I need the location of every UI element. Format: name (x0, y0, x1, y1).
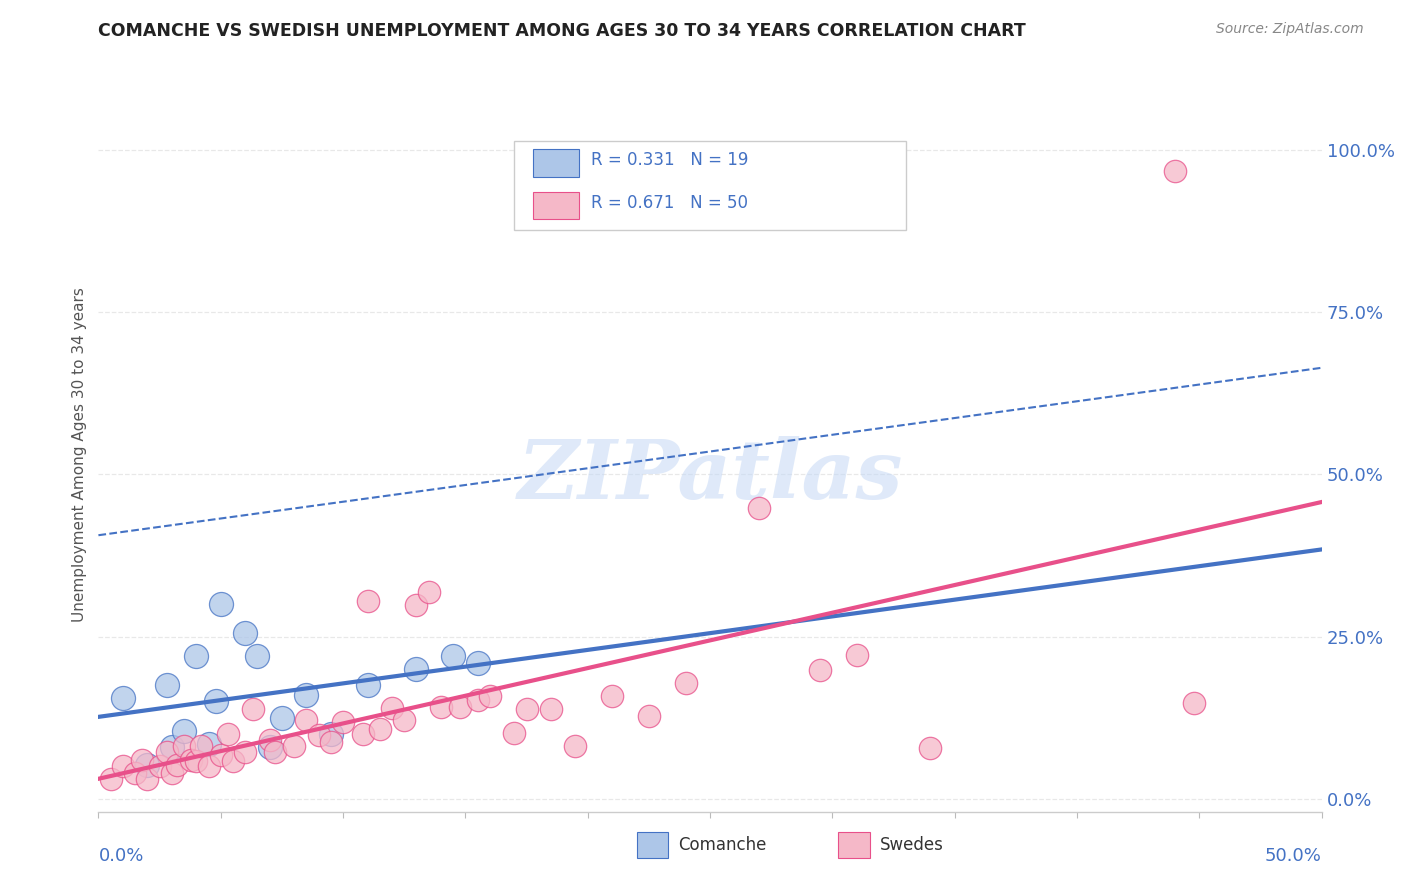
Point (197, 737, 219, 751)
Point (308, 728, 330, 742)
Point (100, 772, 122, 787)
Point (540, 702, 562, 716)
Point (405, 662, 427, 676)
Point (356, 594, 378, 608)
Point (111, 759, 134, 773)
Point (205, 694, 228, 708)
Text: 0.0%: 0.0% (98, 847, 143, 865)
Point (441, 648, 464, 663)
Point (111, 691, 134, 706)
Point (1184, 696, 1206, 710)
Point (149, 759, 172, 773)
Point (675, 676, 697, 690)
Point (600, 690, 623, 704)
Point (136, 758, 159, 772)
Text: 50.0%: 50.0% (1265, 847, 1322, 865)
Point (295, 688, 318, 702)
FancyBboxPatch shape (515, 141, 905, 230)
Point (381, 701, 404, 715)
Point (283, 739, 305, 753)
Point (156, 678, 179, 692)
Point (209, 747, 232, 762)
Point (263, 745, 285, 759)
Point (270, 711, 294, 725)
Text: Swedes: Swedes (880, 837, 943, 855)
Point (180, 753, 202, 767)
Text: R = 0.671   N = 50: R = 0.671 N = 50 (592, 194, 748, 212)
Point (808, 663, 831, 677)
Text: Source: ZipAtlas.com: Source: ZipAtlas.com (1216, 22, 1364, 37)
Text: Comanche: Comanche (678, 837, 766, 855)
Point (319, 727, 342, 741)
Point (564, 739, 586, 753)
Point (319, 734, 342, 748)
Point (190, 739, 212, 753)
Point (748, 501, 770, 516)
Text: COMANCHE VS SWEDISH UNEMPLOYMENT AMONG AGES 30 TO 34 YEARS CORRELATION CHART: COMANCHE VS SWEDISH UNEMPLOYMENT AMONG A… (98, 22, 1026, 40)
Point (467, 656, 489, 670)
Point (368, 722, 391, 736)
Point (638, 708, 661, 723)
Point (233, 626, 256, 640)
Point (131, 753, 153, 767)
Point (1164, 163, 1187, 178)
FancyBboxPatch shape (838, 832, 870, 858)
Point (242, 702, 264, 716)
Point (197, 759, 219, 773)
Point (430, 699, 453, 714)
Point (160, 765, 183, 780)
Point (405, 599, 427, 613)
Point (173, 723, 195, 738)
Point (222, 754, 245, 768)
Point (186, 754, 208, 768)
FancyBboxPatch shape (533, 193, 579, 219)
Point (166, 758, 188, 772)
Point (186, 648, 208, 663)
Point (845, 648, 868, 662)
Y-axis label: Unemployment Among Ages 30 to 34 years: Unemployment Among Ages 30 to 34 years (72, 287, 87, 623)
FancyBboxPatch shape (533, 150, 579, 177)
Point (467, 693, 489, 707)
Point (515, 702, 537, 716)
Point (478, 690, 501, 704)
Point (418, 585, 440, 599)
Point (503, 725, 526, 739)
Point (450, 699, 472, 714)
Point (124, 765, 146, 780)
Point (156, 745, 179, 759)
Point (356, 678, 378, 692)
Text: ZIPatlas: ZIPatlas (517, 436, 903, 516)
Point (920, 741, 942, 756)
Point (233, 745, 256, 759)
Point (246, 648, 269, 663)
Point (209, 597, 232, 611)
Point (259, 739, 281, 754)
Point (160, 739, 183, 754)
Point (136, 772, 159, 787)
FancyBboxPatch shape (637, 832, 668, 858)
Point (217, 727, 239, 741)
Point (332, 715, 354, 730)
Point (352, 727, 374, 741)
Point (295, 713, 318, 727)
Text: R = 0.331   N = 19: R = 0.331 N = 19 (592, 152, 749, 169)
Point (392, 713, 416, 727)
Point (173, 739, 195, 753)
Point (259, 733, 281, 747)
